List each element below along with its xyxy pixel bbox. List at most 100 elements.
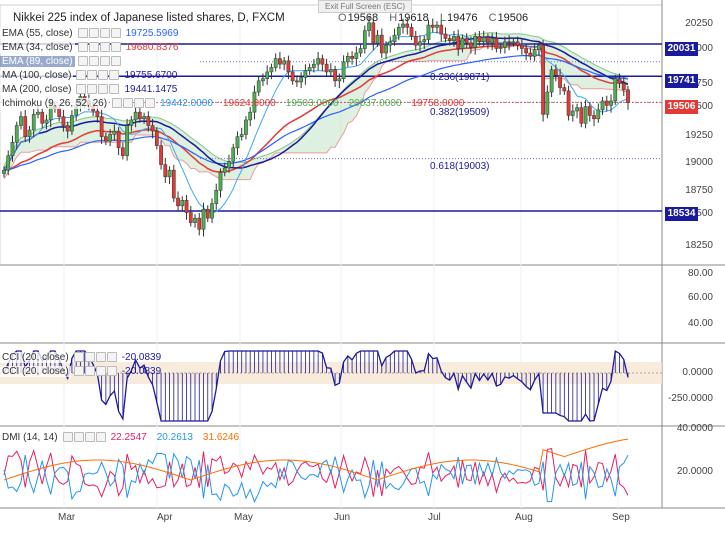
candle-body [65, 125, 70, 132]
fib-label-0618: 0.618(19003) [430, 161, 490, 172]
indicator-ema34-name: EMA (34, close) [0, 41, 75, 53]
close-icon[interactable] [98, 84, 109, 94]
candle [235, 131, 240, 156]
candle [316, 51, 320, 71]
settings-icon[interactable] [87, 84, 98, 94]
indicator-controls[interactable] [77, 56, 121, 66]
more-icon[interactable] [106, 366, 117, 376]
close-icon[interactable] [99, 56, 110, 66]
price-badge-20031: 20031 [665, 42, 698, 56]
candle [278, 51, 282, 70]
candle [210, 198, 214, 224]
candle-body [579, 107, 584, 124]
eye-icon[interactable] [76, 70, 87, 80]
close-icon[interactable] [98, 70, 109, 80]
candle [146, 111, 151, 132]
eye-icon[interactable] [73, 352, 84, 362]
candle-body [40, 111, 45, 124]
settings-icon[interactable] [73, 432, 84, 442]
candle-body [570, 110, 575, 116]
candle [201, 202, 206, 237]
candle [184, 195, 189, 220]
eye-icon[interactable] [73, 366, 84, 376]
settings-icon[interactable] [88, 56, 99, 66]
candle-body [312, 63, 316, 68]
indicator-ema55[interactable]: EMA (55, close) 19725.5969 [0, 27, 178, 39]
more-icon[interactable] [110, 42, 121, 52]
candle [312, 58, 316, 73]
candle-body [129, 119, 134, 126]
candle [426, 19, 431, 44]
indicator-controls[interactable] [76, 70, 120, 80]
indicator-cci-b[interactable]: CCI (20, close) -20.0839 [0, 365, 161, 377]
candle [142, 112, 146, 124]
eye-icon[interactable] [77, 42, 88, 52]
eye-icon[interactable] [77, 56, 88, 66]
ichimoku-cloud [4, 32, 628, 180]
more-icon[interactable] [110, 28, 121, 38]
more-icon[interactable] [95, 432, 106, 442]
close-icon[interactable] [99, 28, 110, 38]
indicator-cci-a[interactable]: CCI (20, close) -20.0839 [0, 351, 161, 363]
indicator-ema34[interactable]: EMA (34, close) 19680.8376 [0, 41, 178, 53]
indicator-controls[interactable] [73, 352, 117, 362]
candle-body [171, 169, 176, 199]
candle [443, 27, 448, 43]
candle-body [303, 70, 308, 78]
cci-line [3, 349, 629, 422]
candle-body [61, 116, 66, 126]
indicator-ma100[interactable]: MA (100, close) 19755.6700 [0, 69, 177, 81]
candle [282, 56, 287, 71]
close-icon[interactable] [84, 432, 95, 442]
candle [269, 63, 274, 80]
candle-body [104, 136, 108, 142]
indicator-controls[interactable] [76, 84, 120, 94]
candle [375, 29, 380, 47]
eye-icon[interactable] [112, 98, 123, 108]
eye-icon[interactable] [76, 84, 87, 94]
more-icon[interactable] [145, 98, 156, 108]
indicator-ichimoku[interactable]: Ichimoku (9, 26, 52, 26) 19442.0000 1962… [0, 97, 464, 109]
candle [350, 51, 354, 65]
price-tick: 19500 [685, 101, 713, 112]
indicator-ma200[interactable]: MA (200, close) 19441.1475 [0, 83, 177, 95]
close-icon[interactable] [99, 42, 110, 52]
more-icon[interactable] [109, 84, 120, 94]
cci-name: CCI (20, close) [0, 365, 71, 377]
candle [401, 18, 405, 34]
candle-body [354, 52, 359, 59]
candle-body [617, 78, 622, 84]
settings-icon[interactable] [87, 70, 98, 80]
candle [121, 142, 125, 160]
candle [23, 110, 28, 142]
close-icon[interactable] [95, 352, 106, 362]
candle-body [507, 41, 511, 44]
candle [337, 73, 342, 89]
settings-icon[interactable] [88, 28, 99, 38]
settings-icon[interactable] [123, 98, 134, 108]
settings-icon[interactable] [84, 366, 95, 376]
exit-fullscreen-button[interactable]: Exit Full Screen (ESC) [318, 0, 412, 13]
candle [524, 44, 528, 61]
settings-icon[interactable] [88, 42, 99, 52]
settings-icon[interactable] [84, 352, 95, 362]
close-icon[interactable] [134, 98, 145, 108]
more-icon[interactable] [110, 56, 121, 66]
more-icon[interactable] [106, 352, 117, 362]
close-icon[interactable] [95, 366, 106, 376]
indicator-dmi[interactable]: DMI (14, 14) 22.2547 20.2613 31.6246 [0, 431, 239, 443]
candle [163, 157, 168, 183]
indicator-controls[interactable] [73, 366, 117, 376]
indicator-controls[interactable] [62, 432, 106, 442]
eye-icon[interactable] [62, 432, 73, 442]
indicator-controls[interactable] [77, 28, 121, 38]
candle [609, 94, 613, 113]
indicator-controls[interactable] [77, 42, 121, 52]
eye-icon[interactable] [77, 28, 88, 38]
more-icon[interactable] [109, 70, 120, 80]
candle-body [587, 106, 592, 116]
candle [129, 116, 134, 132]
indicator-controls[interactable] [112, 98, 156, 108]
indicator-ema89[interactable]: EMA (89, close) [0, 55, 124, 67]
